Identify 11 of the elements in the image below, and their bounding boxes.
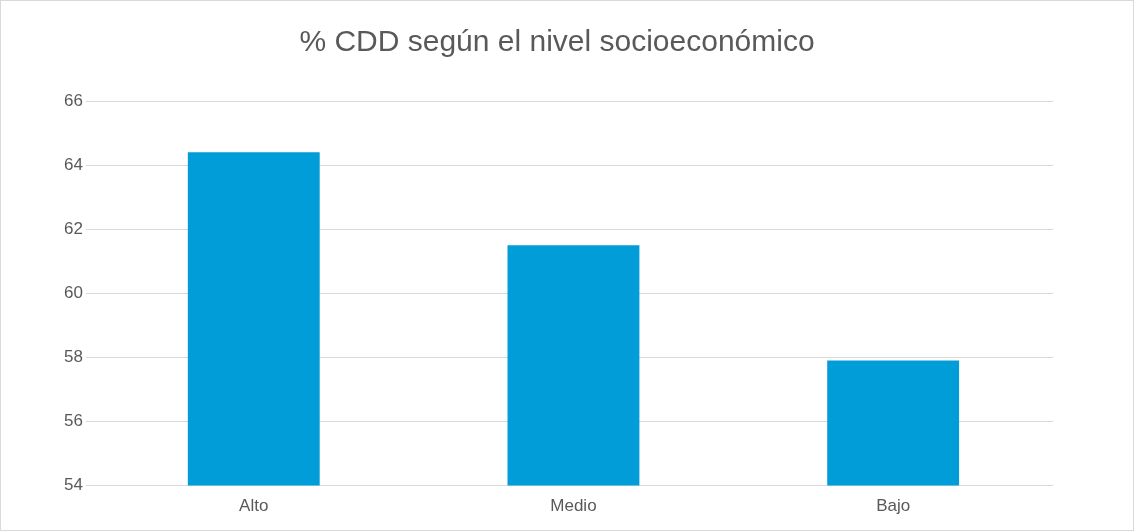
y-tick-label: 66: [63, 90, 83, 110]
y-tick-label: 62: [63, 218, 83, 238]
chart-title: % CDD según el nivel socioeconómico: [299, 24, 815, 58]
y-tick-label: 56: [63, 411, 83, 431]
y-tick-label: 64: [63, 154, 83, 174]
y-tick-label: 60: [63, 282, 83, 302]
x-tick-label: Alto: [239, 496, 269, 516]
y-tick-label: 58: [63, 347, 83, 367]
x-tick-label: Bajo: [876, 496, 911, 516]
y-tick-label: 54: [63, 475, 83, 495]
x-tick-label: Medio: [550, 496, 597, 516]
